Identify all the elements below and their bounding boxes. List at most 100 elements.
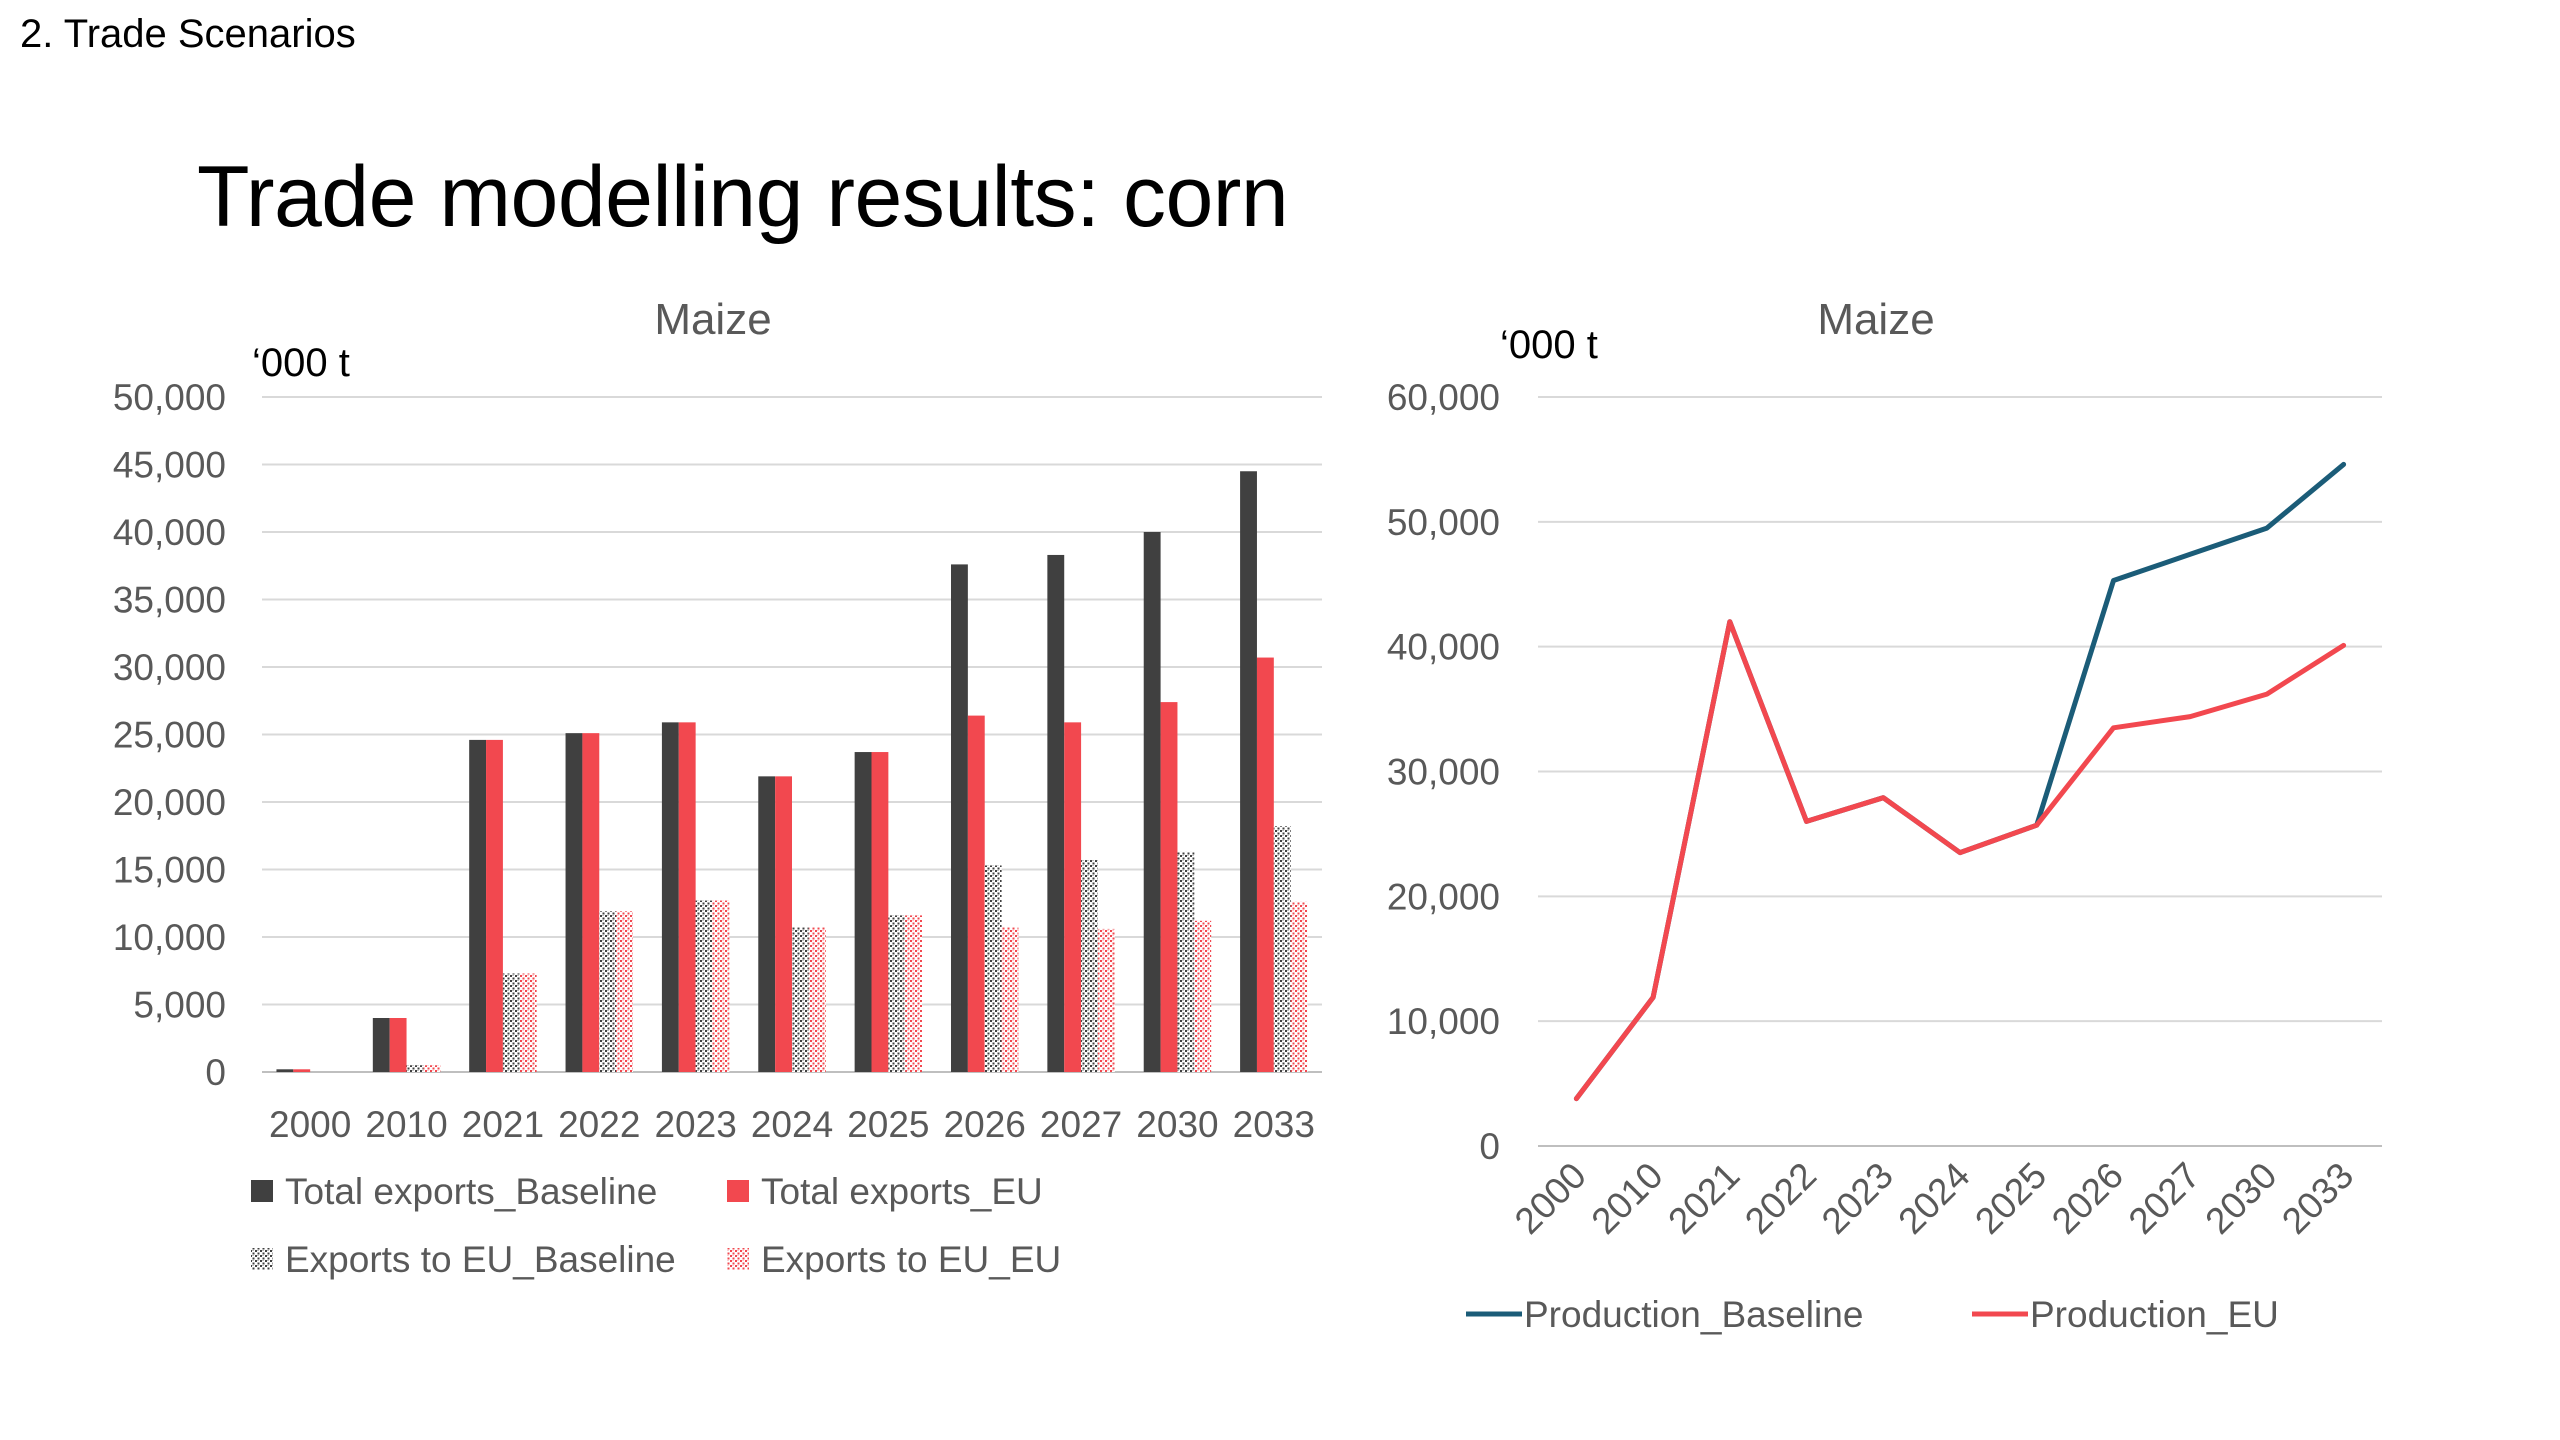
bar-exports-to-eu-eu-2027 xyxy=(1097,928,1115,1072)
bar-total-exports-baseline-2033 xyxy=(1240,471,1257,1072)
bar-x-tick-label: 2022 xyxy=(558,1104,640,1145)
bar-exports-to-eu-baseline-2025 xyxy=(888,915,906,1072)
bar-total-exports-eu-2024 xyxy=(775,776,792,1072)
bar-legend-label: Exports to EU_EU xyxy=(761,1239,1061,1280)
line-y-tick-label: 20,000 xyxy=(1387,876,1500,917)
bar-y-tick-label: 35,000 xyxy=(113,580,226,621)
line-x-tick-label: 2026 xyxy=(2044,1155,2131,1242)
line-x-tick-label: 2027 xyxy=(2121,1155,2208,1242)
bar-exports-to-eu-baseline-2024 xyxy=(792,927,809,1072)
bar-y-tick-label: 10,000 xyxy=(113,917,226,958)
bar-exports-to-eu-baseline-2027 xyxy=(1081,860,1098,1072)
bar-legend-swatch xyxy=(727,1180,749,1202)
bar-legend-swatch xyxy=(251,1180,273,1202)
line-x-tick-label: 2010 xyxy=(1584,1155,1671,1242)
bar-total-exports-baseline-2027 xyxy=(1047,554,1065,1072)
bar-x-tick-label: 2027 xyxy=(1040,1104,1122,1145)
bar-y-tick-label: 30,000 xyxy=(113,647,226,688)
bar-exports-to-eu-baseline-2022 xyxy=(599,911,617,1072)
bar-x-tick-label: 2030 xyxy=(1136,1104,1218,1145)
bar-total-exports-baseline-2010 xyxy=(372,1018,390,1072)
bar-exports-to-eu-baseline-2021 xyxy=(502,973,520,1072)
line-y-tick-label: 50,000 xyxy=(1387,502,1500,543)
line-y-tick-label: 10,000 xyxy=(1387,1001,1500,1042)
bar-total-exports-baseline-2022 xyxy=(565,733,583,1072)
bar-total-exports-eu-2030 xyxy=(1160,702,1178,1072)
line-y-tick-label: 60,000 xyxy=(1387,377,1500,418)
bar-total-exports-eu-2033 xyxy=(1256,657,1274,1072)
bar-y-tick-label: 0 xyxy=(205,1052,226,1093)
line-chart-title: Maize xyxy=(1817,295,1934,344)
bar-total-exports-eu-2023 xyxy=(678,722,696,1072)
bar-y-tick-label: 20,000 xyxy=(113,782,226,823)
bar-chart: Maize ‘000 t 0 5,000 10,000 15,000 20,000 25,… xyxy=(113,295,1322,1280)
section-label: 2. Trade Scenarios xyxy=(20,12,356,56)
line-x-tick-label: 2033 xyxy=(2274,1155,2361,1242)
bar-x-tick-label: 2026 xyxy=(944,1104,1026,1145)
bar-exports-to-eu-baseline-2033 xyxy=(1273,826,1291,1072)
line-x-tick-label: 2023 xyxy=(1814,1155,1901,1242)
bar-legend-swatch xyxy=(251,1248,273,1270)
bar-x-tick-label: 2024 xyxy=(751,1104,833,1145)
bar-exports-to-eu-eu-2025 xyxy=(905,915,923,1072)
line-series-production-baseline xyxy=(1573,461,2347,1102)
bar-exports-to-eu-baseline-2023 xyxy=(695,900,713,1072)
bar-total-exports-baseline-2021 xyxy=(469,739,487,1072)
bar-y-tick-label: 15,000 xyxy=(113,850,226,891)
bar-chart-title: Maize xyxy=(654,295,771,344)
line-series-production-eu xyxy=(1573,619,2347,1102)
line-y-tick-label: 0 xyxy=(1479,1126,1500,1167)
bar-exports-to-eu-baseline-2030 xyxy=(1177,851,1195,1072)
bar-y-tick-label: 40,000 xyxy=(113,512,226,553)
bar-exports-to-eu-eu-2024 xyxy=(808,927,826,1072)
bar-y-tick-label: 45,000 xyxy=(113,445,226,486)
bar-chart-unit-label: ‘000 t xyxy=(252,341,350,385)
line-x-tick-label: 2021 xyxy=(1660,1155,1747,1242)
line-legend-label: Production_Baseline xyxy=(1524,1294,1863,1335)
line-y-tick-label: 40,000 xyxy=(1387,627,1500,668)
bar-y-tick-label: 5,000 xyxy=(133,985,226,1026)
bar-total-exports-baseline-2000 xyxy=(276,1069,294,1072)
bar-total-exports-eu-2022 xyxy=(582,733,600,1072)
bar-exports-to-eu-eu-2026 xyxy=(1001,927,1019,1072)
bar-exports-to-eu-eu-2030 xyxy=(1194,920,1212,1072)
bar-legend-label: Total exports_EU xyxy=(761,1171,1043,1212)
line-x-tick-label: 2024 xyxy=(1890,1155,1977,1242)
line-legend-label: Production_EU xyxy=(2030,1294,2279,1335)
bar-total-exports-eu-2026 xyxy=(967,715,985,1072)
slide-title: Trade modelling results: corn xyxy=(197,149,1289,245)
bar-exports-to-eu-baseline-2026 xyxy=(984,865,1002,1072)
bar-exports-to-eu-eu-2033 xyxy=(1290,901,1308,1072)
bar-total-exports-eu-2027 xyxy=(1064,722,1082,1072)
bar-x-tick-label: 2010 xyxy=(365,1104,447,1145)
bar-legend-label: Total exports_Baseline xyxy=(285,1171,657,1212)
bar-x-tick-label: 2025 xyxy=(847,1104,929,1145)
line-x-tick-label: 2025 xyxy=(1967,1155,2054,1242)
bar-legend-label: Exports to EU_Baseline xyxy=(285,1239,676,1280)
bar-x-tick-label: 2023 xyxy=(654,1104,736,1145)
bar-total-exports-baseline-2030 xyxy=(1143,532,1161,1072)
bar-exports-to-eu-eu-2010 xyxy=(423,1065,441,1072)
line-x-tick-label: 2000 xyxy=(1507,1155,1594,1242)
bar-y-tick-label: 25,000 xyxy=(113,715,226,756)
bar-legend-swatch xyxy=(727,1248,749,1270)
bar-x-tick-label: 2021 xyxy=(462,1104,544,1145)
bar-exports-to-eu-eu-2023 xyxy=(712,900,730,1072)
bar-total-exports-baseline-2025 xyxy=(854,752,872,1072)
bar-total-exports-eu-2021 xyxy=(486,739,503,1072)
bar-total-exports-eu-2025 xyxy=(871,752,889,1072)
bar-x-tick-label: 2000 xyxy=(269,1104,351,1145)
bar-y-tick-label: 50,000 xyxy=(113,377,226,418)
bar-x-tick-label: 2033 xyxy=(1233,1104,1315,1145)
bar-exports-to-eu-eu-2021 xyxy=(519,973,537,1072)
bar-total-exports-baseline-2023 xyxy=(661,722,679,1072)
line-chart: Maize ‘000 t 0 10,000 20,000 30,000 40,000 50… xyxy=(1387,295,2382,1335)
bar-total-exports-eu-2000 xyxy=(293,1069,311,1072)
line-x-tick-label: 2030 xyxy=(2197,1155,2284,1242)
line-y-tick-label: 30,000 xyxy=(1387,752,1500,793)
bar-exports-to-eu-baseline-2010 xyxy=(406,1065,424,1072)
line-chart-unit-label: ‘000 t xyxy=(1500,323,1598,367)
bar-total-exports-baseline-2024 xyxy=(758,776,776,1072)
bar-exports-to-eu-eu-2022 xyxy=(616,911,633,1072)
